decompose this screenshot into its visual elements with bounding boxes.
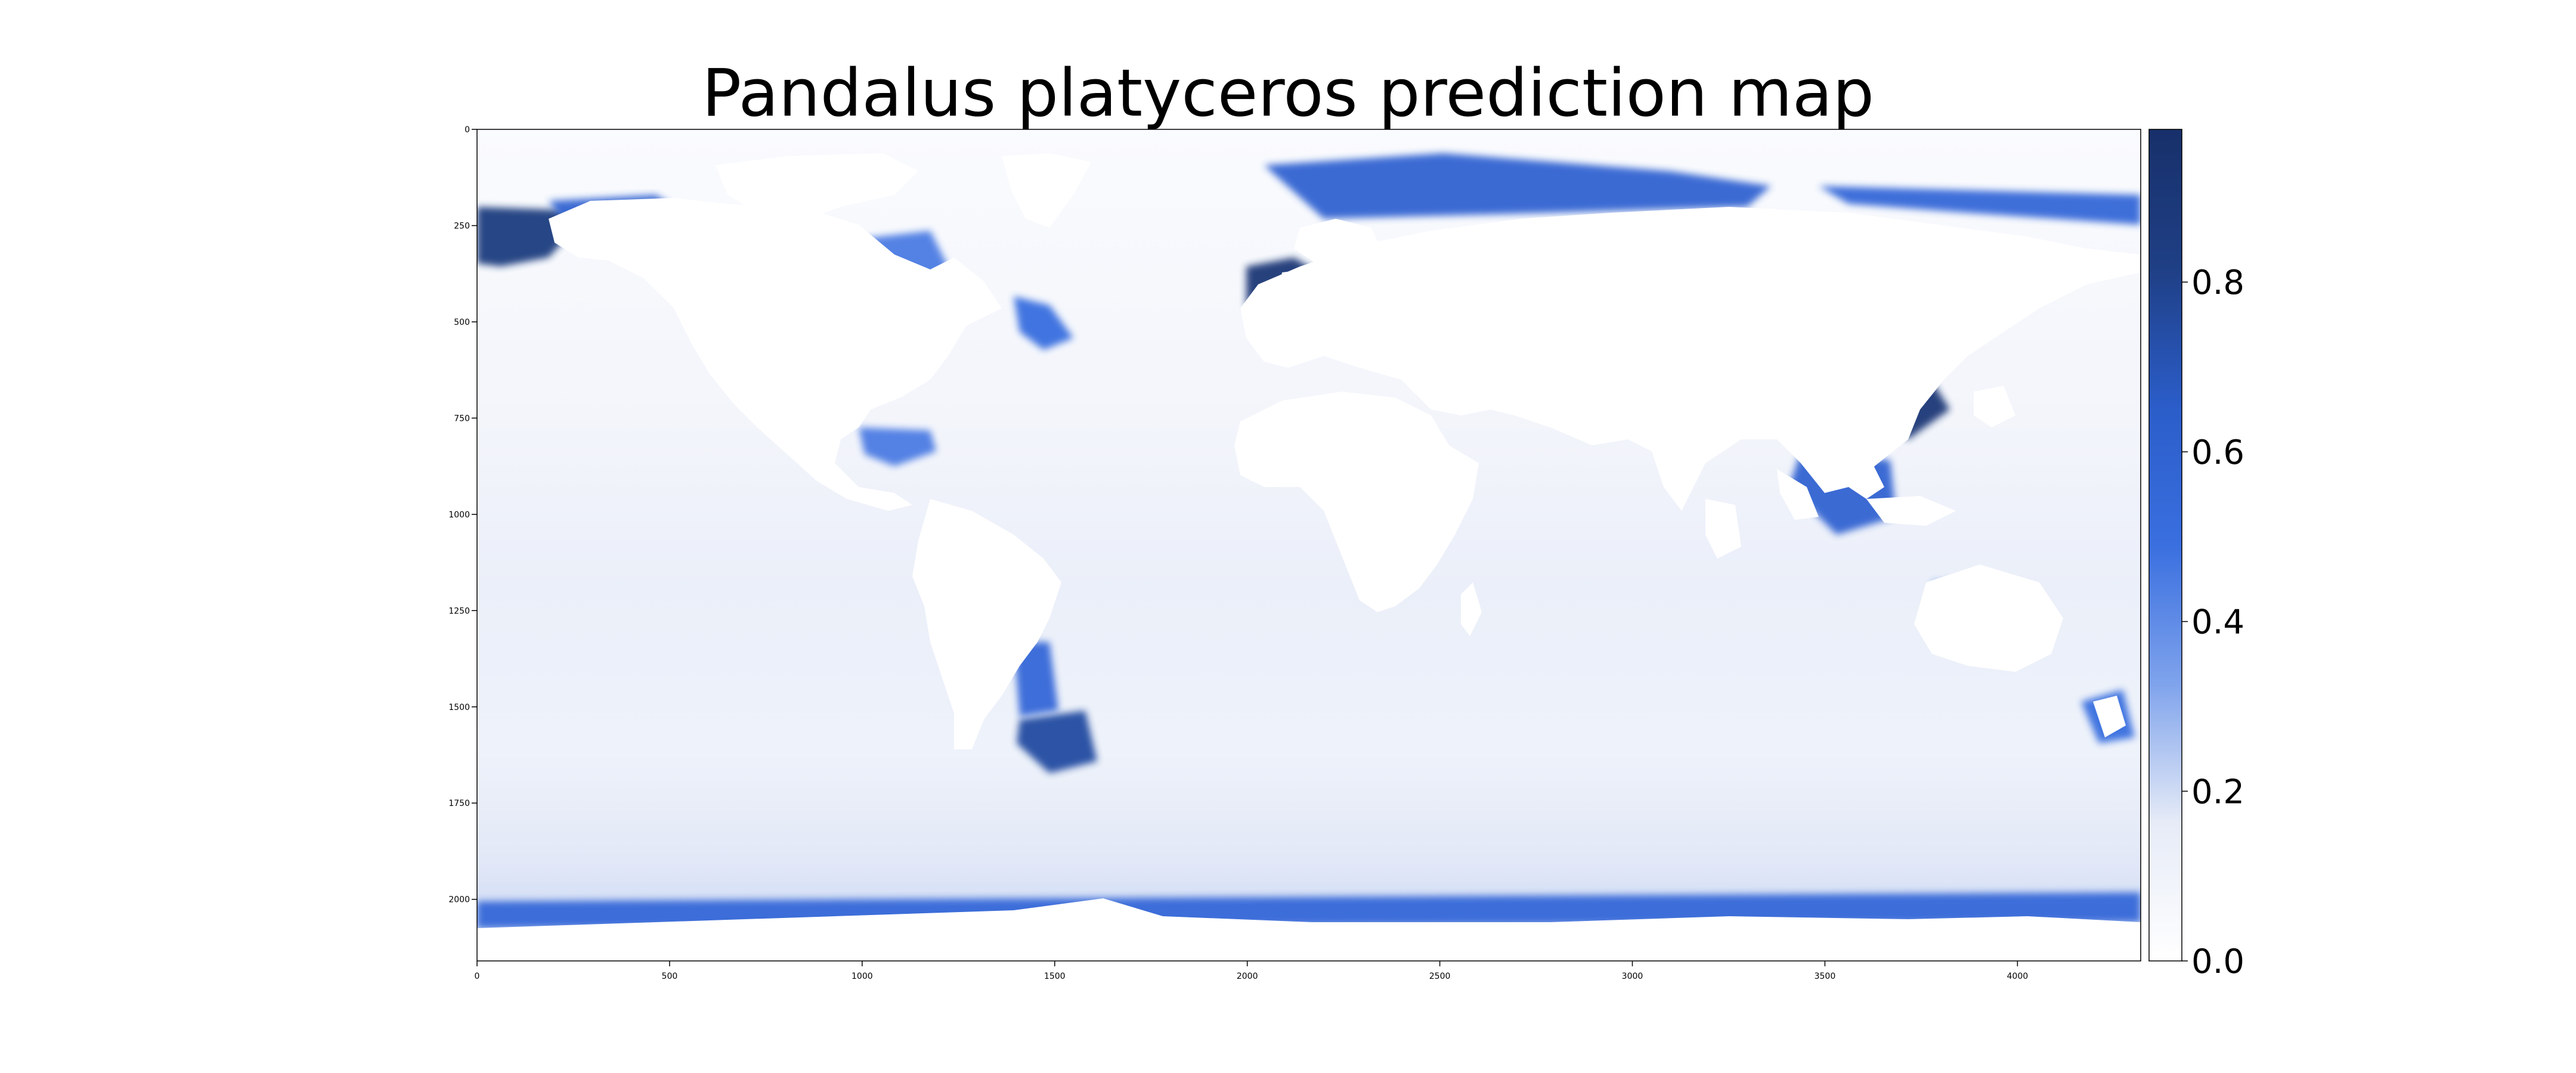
hotspot-siberian bbox=[1819, 186, 2141, 225]
colorbar-tick-label: 0.8 bbox=[2191, 263, 2244, 302]
chart-title: Pandalus platyceros prediction map bbox=[701, 55, 1875, 131]
map-frame bbox=[476, 129, 2141, 962]
land-canadian-arctic bbox=[716, 153, 918, 222]
y-tick-label: 1000 bbox=[448, 510, 470, 520]
land-eurasia bbox=[1240, 207, 2141, 511]
y-tick-label: 250 bbox=[454, 221, 470, 231]
land-britain bbox=[1279, 269, 1312, 302]
x-tick-label: 2000 bbox=[1237, 972, 1258, 981]
y-tick-label: 1250 bbox=[448, 606, 470, 616]
x-tick-label: 500 bbox=[662, 972, 678, 981]
land-north-america bbox=[549, 198, 1002, 511]
hotspot-brazil-south bbox=[1014, 642, 1058, 717]
y-tick-label: 1500 bbox=[448, 703, 470, 712]
y-tick-label: 0 bbox=[465, 125, 470, 135]
x-tick-label: 1500 bbox=[1044, 972, 1066, 981]
colorbar-tick-label: 0.0 bbox=[2191, 942, 2244, 981]
land-scandinavia bbox=[1294, 219, 1383, 272]
x-tick-label: 3500 bbox=[1815, 972, 1836, 981]
land-australia bbox=[1914, 565, 2063, 672]
land-sumatra bbox=[1777, 469, 1819, 520]
land-south-america bbox=[912, 499, 1061, 749]
colorbar-tick-label: 0.4 bbox=[2191, 603, 2244, 642]
x-tick-label: 3000 bbox=[1622, 972, 1643, 981]
x-tick-label: 1000 bbox=[852, 972, 873, 981]
land-indian-peninsula bbox=[1705, 499, 1741, 559]
land-japan bbox=[1974, 386, 2015, 427]
land-africa bbox=[1234, 392, 1479, 612]
map-plot-area bbox=[477, 129, 2141, 961]
hotspot-newfoundland bbox=[1014, 296, 1073, 350]
x-tick-label: 0 bbox=[475, 972, 480, 981]
x-tick-label: 2500 bbox=[1429, 972, 1451, 981]
land-antarctica bbox=[477, 898, 2141, 961]
colorbar-tick-label: 0.2 bbox=[2191, 773, 2244, 811]
colorbar-tick-label: 0.6 bbox=[2191, 433, 2244, 472]
hotspot-barents-kara bbox=[1264, 153, 1771, 219]
y-tick-label: 750 bbox=[454, 414, 470, 423]
land-greenland bbox=[1002, 153, 1091, 228]
x-tick-label: 4000 bbox=[2007, 972, 2029, 981]
land-indochina-islands bbox=[1843, 463, 1884, 499]
hotspot-patagonia bbox=[1017, 711, 1097, 773]
land-new-zealand bbox=[2093, 696, 2126, 737]
colorbar bbox=[2148, 129, 2182, 962]
y-tick-label: 500 bbox=[454, 318, 470, 327]
y-tick-label: 2000 bbox=[448, 895, 470, 905]
hotspot-gulf-mexico bbox=[859, 427, 936, 466]
land-borneo-indonesia bbox=[1866, 496, 1956, 526]
land-madagascar bbox=[1461, 582, 1482, 636]
y-tick-label: 1750 bbox=[448, 799, 470, 808]
